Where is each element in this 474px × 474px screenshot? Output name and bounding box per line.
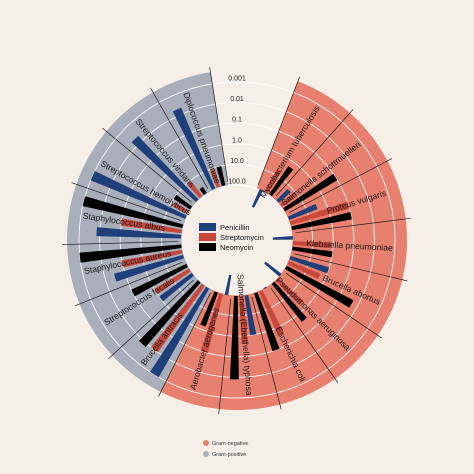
- bar-penicillin: [131, 135, 199, 202]
- legend-swatch-penicillin: [199, 223, 216, 231]
- bar-neomycin: [292, 246, 333, 258]
- category-divider: [209, 67, 229, 182]
- bars: [79, 107, 354, 380]
- bar-neomycin: [200, 291, 218, 327]
- tick-label: 100.0: [228, 179, 246, 186]
- category-divider: [74, 261, 183, 307]
- group-legend: Gram-negative Gram-positive: [203, 440, 248, 458]
- bar-neomycin: [269, 166, 294, 197]
- bar-streptomycin: [279, 191, 298, 207]
- bar-neomycin: [79, 244, 182, 263]
- category-divider: [289, 158, 393, 213]
- series-legend: Penicillin Streptomycin Neomycin: [199, 223, 264, 252]
- tick-label: 0.001: [228, 76, 246, 83]
- category-divider: [295, 217, 411, 234]
- legend-dot-gram-negative: [203, 440, 209, 446]
- bar-penicillin: [289, 255, 330, 274]
- bar-streptomycin: [154, 268, 191, 295]
- legend-dot-gram-positive: [203, 451, 209, 457]
- bar-neomycin: [291, 211, 352, 231]
- bar-neomycin: [82, 196, 184, 229]
- bar-penicillin: [90, 171, 187, 219]
- grid-ring: [181, 184, 293, 296]
- bar-streptomycin: [264, 168, 282, 194]
- bar-streptomycin: [258, 289, 285, 337]
- category-divider: [158, 292, 211, 397]
- bar-penicillin: [172, 107, 216, 190]
- category-dividers: [62, 67, 411, 415]
- category-divider: [285, 272, 383, 339]
- category-divider: [108, 279, 194, 360]
- bar-penicillin: [272, 236, 293, 240]
- bar-neomycin: [271, 281, 307, 322]
- bar-streptomycin: [210, 168, 221, 188]
- bar-neomycin: [216, 166, 226, 187]
- bar-neomycin: [283, 173, 338, 212]
- bar-neomycin: [131, 263, 188, 297]
- tick-label: 10.0: [230, 158, 244, 165]
- bar-streptomycin: [239, 295, 249, 345]
- bar-streptomycin: [287, 260, 321, 279]
- bar-streptomycin: [289, 201, 350, 225]
- bar-penicillin: [244, 294, 257, 336]
- legend-swatch-neomycin: [199, 243, 216, 251]
- category-divider: [270, 287, 339, 384]
- bar-penicillin: [224, 274, 232, 296]
- legend-swatch-streptomycin: [199, 233, 216, 241]
- legend-label-gram-negative: Gram-negative: [212, 441, 248, 447]
- bar-streptomycin: [275, 277, 304, 306]
- bar-neomycin: [254, 292, 280, 352]
- bar-neomycin: [173, 194, 193, 210]
- bar-streptomycin: [172, 202, 190, 215]
- category-divider: [251, 296, 282, 410]
- category-divider: [294, 253, 408, 282]
- bar-neomycin: [229, 295, 239, 380]
- category-divider: [257, 76, 301, 186]
- legend-label-gram-positive: Gram-positive: [212, 452, 246, 458]
- category-divider: [102, 127, 192, 203]
- category-divider: [275, 108, 354, 197]
- bar-penicillin: [159, 272, 194, 302]
- axis-tick-labels: 100.0 10.0 1.0 0.1 0.01 0.001: [228, 76, 246, 186]
- bar-streptomycin: [292, 241, 332, 249]
- bar-penicillin: [276, 188, 291, 203]
- bar-streptomycin: [121, 249, 183, 268]
- bar-streptomycin: [200, 293, 224, 354]
- category-divider: [218, 298, 232, 415]
- bar-neomycin: [199, 186, 207, 195]
- bar-penicillin: [251, 188, 264, 208]
- tick-label: 0.01: [230, 96, 244, 103]
- category-divider: [71, 182, 182, 222]
- tick-label: 1.0: [232, 137, 242, 144]
- bar-neomycin: [139, 280, 201, 347]
- legend-label-neomycin: Neomycin: [220, 243, 253, 252]
- bar-streptomycin: [150, 283, 205, 353]
- bar-penicillin: [264, 261, 282, 277]
- tick-label: 0.1: [232, 117, 242, 124]
- bar-streptomycin: [186, 180, 203, 199]
- category-divider: [62, 241, 179, 245]
- bar-penicillin: [287, 203, 318, 220]
- bar-neomycin: [284, 265, 354, 308]
- category-divider: [150, 87, 209, 189]
- category-label: Klebsiella pneumoniae: [306, 238, 393, 253]
- bar-streptomycin: [121, 218, 182, 234]
- legend-label-penicillin: Penicillin: [220, 223, 250, 232]
- bar-penicillin: [96, 227, 182, 239]
- bar-penicillin: [113, 254, 185, 282]
- group-wedge-gram-negative: [160, 81, 407, 410]
- grid-ring: [78, 81, 396, 399]
- bar-penicillin: [263, 286, 267, 290]
- bar-penicillin: [150, 286, 210, 378]
- legend-label-streptomycin: Streptomycin: [220, 233, 264, 242]
